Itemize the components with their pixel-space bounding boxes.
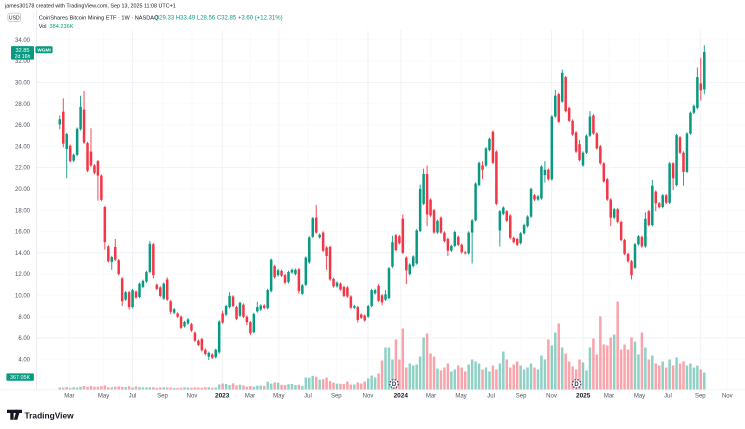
svg-text:32.85: 32.85 (16, 48, 30, 54)
svg-text:2023: 2023 (215, 393, 230, 400)
svg-text:Mar: Mar (604, 394, 614, 400)
svg-text:2d 16h: 2d 16h (15, 54, 31, 60)
svg-text:TradingView: TradingView (25, 411, 75, 421)
svg-text:10.00: 10.00 (15, 294, 31, 300)
svg-text:Nov: Nov (546, 394, 557, 400)
svg-text:20.00: 20.00 (15, 187, 31, 193)
svg-text:Jul: Jul (664, 394, 672, 400)
svg-text:Jul: Jul (304, 394, 312, 400)
svg-text:384.236K: 384.236K (50, 24, 74, 30)
svg-text:Vol: Vol (39, 24, 47, 30)
svg-text:D: D (574, 382, 579, 388)
svg-text:2025: 2025 (576, 393, 591, 400)
svg-text:Sep: Sep (157, 394, 168, 400)
svg-text:Mar: Mar (426, 394, 436, 400)
svg-text:May: May (273, 394, 284, 400)
svg-text:30.00: 30.00 (15, 81, 31, 87)
svg-text:May: May (634, 394, 645, 400)
svg-text:2024: 2024 (394, 393, 409, 400)
svg-text:8.00: 8.00 (18, 315, 30, 321)
svg-text:O29.33 H33.49 L28.56 C32.85 +3: O29.33 H33.49 L28.56 C32.85 +3.60 (+12.3… (155, 16, 283, 22)
svg-text:May: May (98, 394, 109, 400)
svg-text:WGMI: WGMI (37, 48, 51, 54)
svg-text:Sep: Sep (695, 394, 706, 400)
svg-text:12.00: 12.00 (15, 272, 31, 278)
svg-text:james30178 created with Tradin: james30178 created with TradingView.com,… (4, 4, 176, 10)
svg-text:367.05K: 367.05K (10, 375, 30, 381)
svg-text:14.00: 14.00 (15, 251, 31, 257)
svg-text:USD: USD (9, 16, 20, 22)
svg-text:CoinShares Bitcoin Mining ETF: CoinShares Bitcoin Mining ETF · 1W · NAS… (39, 16, 159, 22)
svg-text:Sep: Sep (331, 394, 342, 400)
svg-text:Jul: Jul (487, 394, 495, 400)
svg-text:Sep: Sep (516, 394, 527, 400)
svg-text:Mar: Mar (64, 394, 74, 400)
svg-text:Nov: Nov (722, 394, 733, 400)
svg-text:Jul: Jul (129, 394, 137, 400)
svg-text:16.00: 16.00 (15, 230, 31, 236)
svg-text:May: May (455, 394, 466, 400)
svg-text:34.00: 34.00 (15, 38, 31, 44)
svg-text:Nov: Nov (363, 394, 374, 400)
svg-text:Mar: Mar (245, 394, 255, 400)
svg-text:24.00: 24.00 (15, 144, 31, 150)
svg-text:Nov: Nov (187, 394, 198, 400)
svg-text:D: D (392, 382, 397, 388)
svg-text:22.00: 22.00 (15, 166, 31, 172)
svg-text:6.00: 6.00 (18, 336, 30, 342)
svg-text:18.00: 18.00 (15, 208, 31, 214)
svg-text:28.00: 28.00 (15, 102, 31, 108)
svg-text:4.00: 4.00 (18, 357, 30, 363)
svg-text:26.00: 26.00 (15, 123, 31, 129)
svg-text:32.00: 32.00 (15, 59, 31, 65)
